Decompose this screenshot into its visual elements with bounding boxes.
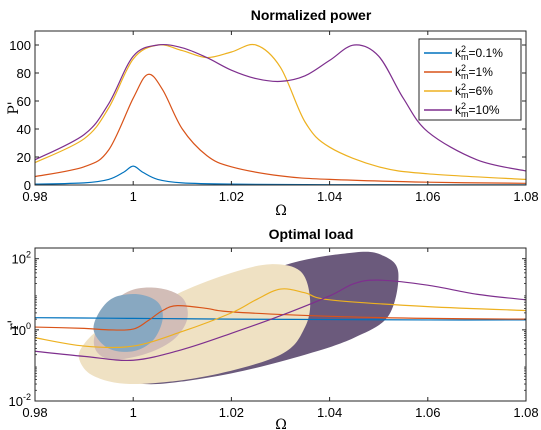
chart-title: Optimal load — [269, 226, 354, 242]
x-tick-label: 1 — [130, 405, 137, 420]
x-tick-label: 1.08 — [513, 189, 538, 204]
x-tick-label: 1.02 — [219, 405, 244, 420]
x-tick-label: 0.98 — [22, 189, 47, 204]
legend-label: k2 m=6% — [455, 82, 493, 100]
series-line-3 — [34, 43, 527, 180]
series-line-4 — [34, 43, 527, 172]
x-tick-label: 1.04 — [317, 405, 342, 420]
y-tick-label: 0 — [24, 178, 31, 193]
legend-label: k2 m=1% — [455, 63, 493, 81]
series-line-4 — [34, 279, 527, 362]
legend-entry: k2 m=6% — [424, 82, 493, 100]
legend-entry: k2 m=1% — [424, 63, 493, 81]
x-tick-label: 1 — [130, 189, 137, 204]
region-shapes — [78, 251, 399, 385]
y-tick-label: 60 — [17, 94, 31, 109]
y-tick-label: 80 — [17, 66, 31, 81]
series-lines — [34, 279, 527, 362]
chart-optimal-load: Optimal load 0.98 1 1.02 1.04 1.06 1.08 10-2 10… — [6, 226, 539, 430]
y-tick-label: 10-2 — [9, 392, 31, 409]
plot-area — [34, 247, 527, 402]
x-tick-label: 0.98 — [22, 405, 47, 420]
legend-label: k2 m=10% — [455, 101, 500, 119]
legend-entry: k2 m=0.1% — [424, 44, 503, 62]
y-tick-label: 100 — [12, 321, 31, 338]
legend-label: k2 m=0.1% — [455, 44, 503, 62]
x-tick-label: 1.06 — [415, 405, 440, 420]
x-tick-label: 1.02 — [219, 189, 244, 204]
plot-area — [34, 30, 527, 186]
x-axis-label: Ω — [275, 417, 287, 430]
chart-title: Normalized power — [251, 7, 372, 23]
x-tick-label: 1.04 — [317, 189, 342, 204]
x-tick-label: 1.08 — [513, 405, 538, 420]
x-axis-label: Ω — [275, 203, 287, 219]
y-axis-label: r' — [6, 320, 22, 331]
legend-entry: k2 m=10% — [424, 101, 500, 119]
region-shape-4 — [93, 294, 163, 352]
y-tick-label: 20 — [17, 150, 31, 165]
legend: k2 m=0.1%k2 m=1%k2 m=6%k2 m=10% — [418, 38, 522, 121]
series-line-2 — [34, 73, 527, 184]
series-line-1 — [34, 317, 527, 321]
x-tick-label: 1.06 — [415, 189, 440, 204]
series-line-2 — [34, 305, 527, 331]
y-axis-label: P' — [6, 101, 22, 114]
series-line-3 — [34, 288, 527, 349]
chart-normalized-power: Normalized power 0.98 1 1.02 1.04 1.06 1.08 0 2… — [6, 7, 539, 219]
y-tick-label: 102 — [12, 250, 31, 267]
y-tick-label: 100 — [9, 38, 31, 53]
y-tick-label: 40 — [17, 122, 31, 137]
